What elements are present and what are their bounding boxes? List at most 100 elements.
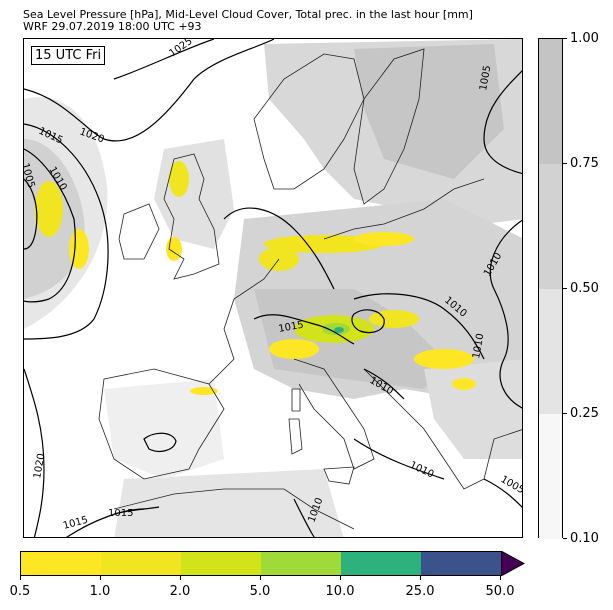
isobar-1010-africa [293, 498, 315, 537]
precip-alps-peak [334, 327, 344, 333]
cloud-colorbar-segment [539, 164, 562, 289]
precip-germany [264, 235, 384, 253]
precip-colorbar-tick [20, 576, 21, 580]
cloud-area-north-africa [114, 469, 344, 537]
coast-italy [293, 358, 375, 470]
precip-colorbar-tick [420, 576, 421, 580]
precip-wales [166, 237, 182, 261]
precip-colorbar-segment [21, 552, 101, 575]
isobar-1005-west [24, 178, 38, 250]
coast-sweden [353, 48, 425, 205]
isobar-1010-south [353, 438, 445, 480]
isobar-1010-central [353, 293, 485, 360]
precip-colorbar-tick [260, 576, 261, 580]
isobar-1015-west [24, 123, 109, 340]
coast-baltic [323, 178, 485, 240]
precip-colorbar-segment [421, 552, 501, 575]
precip-poland [354, 232, 414, 246]
precip-colorbar-label: 50.0 [485, 584, 515, 599]
precip-colorbar-tick [340, 576, 341, 580]
isobar-label: 1010 [471, 333, 486, 360]
precip-atlantic-2 [69, 229, 89, 269]
precip-colorbar-label: 1.0 [89, 584, 111, 599]
coast-africa [113, 488, 355, 530]
isobar-label: 1015 [62, 515, 89, 532]
map-title: Sea Level Pressure [hPa], Mid-Level Clou… [23, 8, 473, 21]
cloud-colorbar-tick [563, 38, 567, 39]
coast-iberia [98, 368, 225, 480]
precip-scotland [169, 161, 189, 197]
valid-time-label: 15 UTC Fri [31, 46, 106, 65]
cloud-colorbar-label: 0.50 [570, 281, 599, 296]
isobar-label: 1025 [167, 39, 194, 59]
precip-colorbar-tick [100, 576, 101, 580]
precip-colorbar-label: 5.0 [249, 584, 271, 599]
isobar-1005-se [483, 478, 522, 508]
precip-colorbar-extend-arrow [501, 551, 525, 576]
coast-sicily [323, 466, 355, 485]
precip-greece [452, 378, 476, 390]
isobar-1010-adriatic [363, 368, 405, 400]
precip-hungary [414, 349, 474, 369]
weather-map: 1025 1020 1015 1010 1005 1015 1010 1010 … [23, 38, 523, 538]
precip-colorbar-label: 0.5 [9, 584, 31, 599]
isobar-label: 1010 [408, 460, 436, 481]
isobar-low-alps [351, 309, 385, 334]
cloud-cover-layer [24, 39, 522, 537]
cloud-colorbar-label: 1.00 [570, 31, 599, 46]
model-run-subtitle: WRF 29.07.2019 18:00 UTC +93 [23, 20, 202, 33]
isobar-label: 1020 [32, 453, 47, 480]
cloud-area-scand-core [354, 44, 504, 179]
isobar-1015-central [253, 314, 355, 345]
precip-colorbar-segment [261, 552, 341, 575]
isobars [24, 39, 522, 537]
precip-colorbar-segment [181, 552, 261, 575]
cloud-colorbar-tick [563, 538, 567, 539]
cloud-colorbar-tick [563, 163, 567, 164]
isobar-label: 1015 [108, 508, 133, 519]
coast-balkans [363, 368, 522, 490]
precip-colorbar-label: 10.0 [325, 584, 355, 599]
coast-france [208, 258, 280, 385]
coast-uk [163, 153, 220, 280]
isobar-label: 1015 [278, 320, 305, 335]
precip-colorbar-tick [180, 576, 181, 580]
cloud-area-uk [154, 139, 234, 249]
precip-atlantic [35, 181, 63, 237]
precip-austria [369, 310, 419, 328]
isobar-low-spain [143, 432, 177, 452]
isobar-1020-sw [24, 368, 45, 537]
cloud-colorbar-segment [539, 414, 562, 539]
cloud-colorbar-label: 0.75 [570, 156, 599, 171]
isobar-label: 1005 [478, 65, 493, 92]
cloud-colorbar-segment [539, 289, 562, 414]
precip-colorbar-label: 25.0 [405, 584, 435, 599]
precip-colorbar-tick [500, 576, 501, 580]
coast-ireland [118, 203, 160, 260]
cloud-area-balkans [424, 359, 522, 459]
precipitation-colorbar [20, 551, 502, 576]
isobar-1020-north [24, 39, 275, 142]
precip-italy [269, 339, 319, 359]
coastlines [98, 48, 522, 530]
cloud-colorbar-tick [563, 288, 567, 289]
isobar-1010-west [24, 148, 76, 303]
cloud-colorbar-label: 0.25 [570, 406, 599, 421]
isobar-1005-east [483, 70, 522, 175]
cloud-colorbar-tick [563, 413, 567, 414]
cloud-cover-colorbar [538, 38, 563, 539]
isobar-1025 [113, 39, 215, 80]
coast-sardinia [288, 418, 303, 455]
precip-spain [190, 387, 218, 395]
isobar-1010-east [489, 219, 522, 409]
cloud-colorbar-label: 0.10 [570, 531, 599, 546]
isobar-label: 1005 [499, 474, 524, 496]
cloud-colorbar-segment [539, 39, 562, 164]
precip-colorbar-segment [341, 552, 421, 575]
cloud-area-iberia [104, 379, 224, 479]
coast-corsica [291, 388, 301, 412]
coast-scandinavia [253, 53, 365, 190]
isobar-trough [223, 207, 335, 290]
precip-colorbar-label: 2.0 [169, 584, 191, 599]
isobar-1015-africa [113, 506, 160, 515]
